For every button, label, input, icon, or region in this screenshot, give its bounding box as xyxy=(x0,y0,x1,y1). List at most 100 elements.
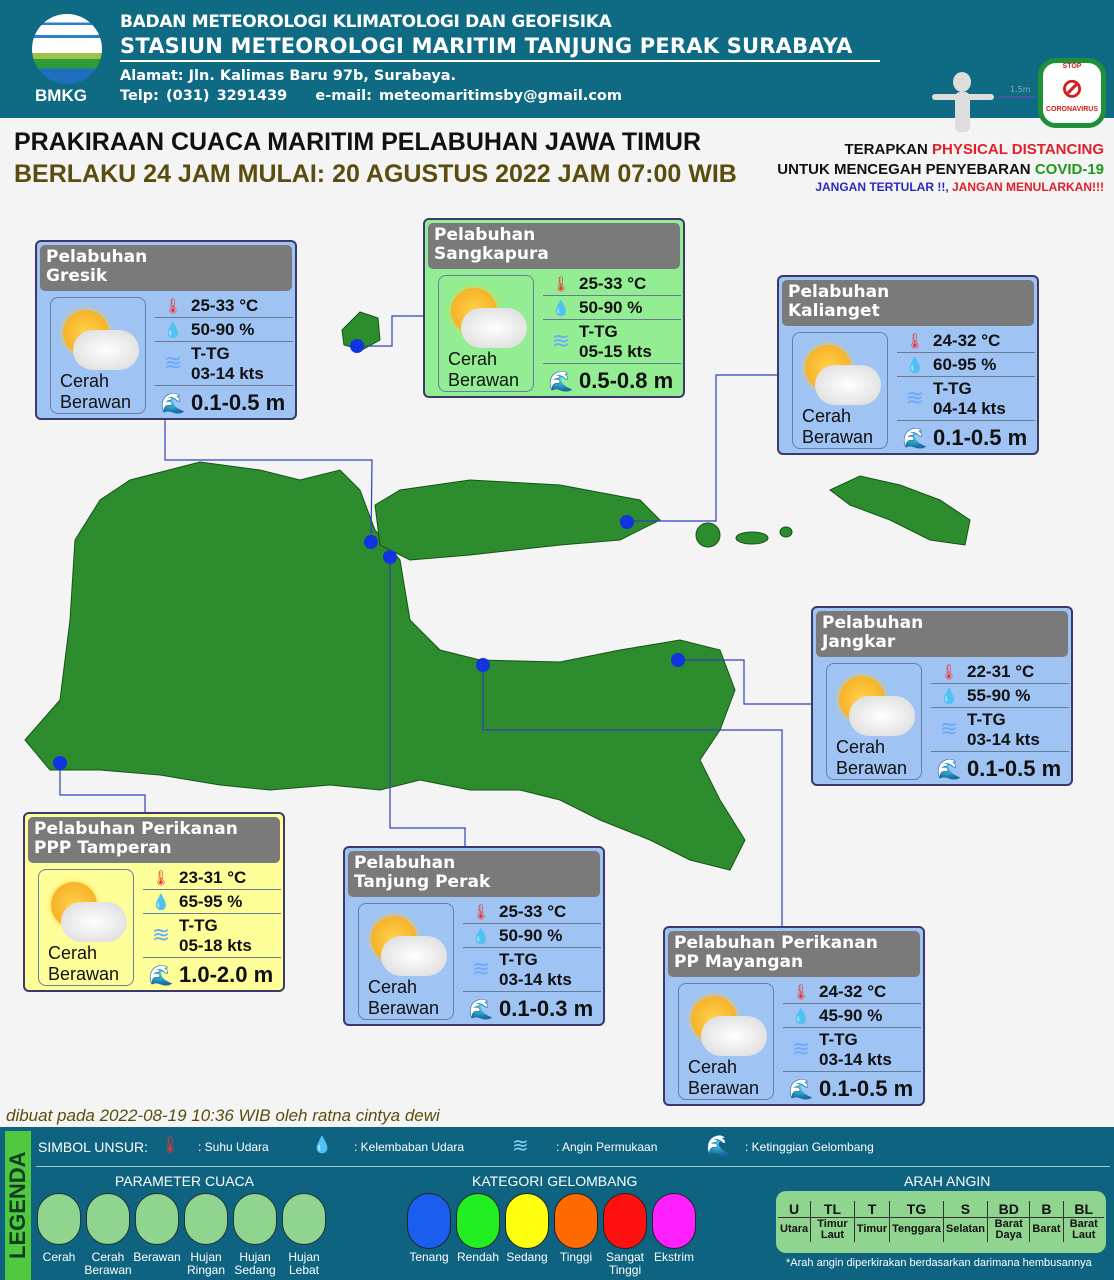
wind-name: Barat xyxy=(1029,1217,1064,1242)
wind-direction: T-TG xyxy=(499,949,538,969)
weather-icon-4 xyxy=(233,1193,277,1245)
wave-label: Sedang xyxy=(506,1250,548,1264)
weather-icon-0 xyxy=(37,1193,81,1245)
weather-label: Cerah xyxy=(42,1250,76,1264)
cloud-icon xyxy=(73,330,139,370)
wind-name: Barat Laut xyxy=(1062,1217,1104,1242)
port-marker xyxy=(671,653,685,667)
wind-direction: T-TG xyxy=(819,1029,858,1049)
divider xyxy=(36,1166,1110,1167)
port-name-1: Pelabuhan xyxy=(788,282,890,302)
humidity: 45-90 % xyxy=(819,1005,883,1025)
weather-box: Cerah Berawan xyxy=(438,275,534,392)
wind-code: S xyxy=(942,1201,988,1218)
wave-height: 0.5-0.8 m xyxy=(579,368,674,393)
humidity: 50-90 % xyxy=(579,297,643,317)
port-name-2: Jangkar xyxy=(822,632,896,652)
weather-label: Cerah Berawan xyxy=(368,977,439,1019)
wind-icon: ≋ xyxy=(791,1037,811,1062)
logo-text: BMKG xyxy=(35,86,87,105)
port-card[interactable]: Pelabuhan Perikanan PPP Tamperan Cerah Ber… xyxy=(23,812,285,992)
wind: T-TG 04-14 kts xyxy=(933,379,1006,419)
symbol-temp: : Suhu Udara xyxy=(198,1140,269,1154)
wave-height: 0.1-0.5 m xyxy=(933,425,1028,450)
thermometer-icon: 🌡 xyxy=(151,868,171,887)
wave-icon: 🌊 xyxy=(706,1135,731,1157)
covid-line-1: TERAPKAN PHYSICAL DISTANCING xyxy=(845,141,1104,158)
weather-box: Cerah Berawan xyxy=(826,663,922,780)
w2: Berawan xyxy=(60,392,132,412)
wave-label: Tenang xyxy=(409,1250,449,1264)
cloud-icon xyxy=(701,1016,767,1056)
temperature: 22-31 °C xyxy=(967,661,1035,681)
wave-category-swatch xyxy=(456,1193,500,1249)
port-name-1: Pelabuhan Perikanan xyxy=(34,819,238,839)
wind: T-TG 03-14 kts xyxy=(967,710,1040,750)
legend-title: LEGENDA xyxy=(5,1131,31,1280)
port-card[interactable]: Pelabuhan Kalianget Cerah Berawan 🌡 24-32 °… xyxy=(777,275,1039,455)
port-name-1: Pelabuhan xyxy=(354,853,456,873)
weather-label: Hujan Lebat xyxy=(288,1250,320,1277)
port-name: Pelabuhan Tanjung Perak xyxy=(348,851,600,897)
t: JANGAN TERTULAR !!, xyxy=(815,180,952,194)
wave-icon: 🌊 xyxy=(788,1077,814,1101)
wave-icon: 🌊 xyxy=(148,963,174,987)
port-card[interactable]: Pelabuhan Gresik Cerah Berawan 🌡 25-33 °C 💧… xyxy=(35,240,297,420)
thermometer-icon: 🌡 xyxy=(551,274,571,293)
page-title: PRAKIRAAN CUACA MARITIM PELABUHAN JAWA T… xyxy=(14,128,702,156)
humidity-icon: 💧 xyxy=(312,1137,332,1154)
thermometer-icon: 🌡 xyxy=(471,902,491,921)
port-name: Pelabuhan Jangkar xyxy=(816,611,1068,657)
port-name: Pelabuhan Kalianget xyxy=(782,280,1034,326)
covid-line-3: JANGAN TERTULAR !!, JANGAN MENULARKAN!!! xyxy=(815,180,1104,194)
w1: Cerah xyxy=(448,349,498,369)
created-by: dibuat pada 2022-08-19 10:36 WIB oleh ra… xyxy=(6,1106,440,1125)
wind-code: BD xyxy=(986,1201,1030,1218)
humidity-icon: 💧 xyxy=(905,355,925,374)
humidity-icon: 💧 xyxy=(791,1006,811,1025)
thermometer-icon: 🌡 xyxy=(905,331,925,350)
wind-direction-table: U TL T TG S BD B BL Utara Timur Laut Timur Tenggara… xyxy=(776,1191,1106,1253)
cloud-icon xyxy=(461,308,527,348)
wind-direction: T-TG xyxy=(933,378,972,398)
port-marker xyxy=(364,535,378,549)
t: PHYSICAL DISTANCING xyxy=(932,141,1104,158)
wind-name: Utara xyxy=(778,1217,811,1242)
port-card[interactable]: Pelabuhan Tanjung Perak Cerah Berawan 🌡 25-… xyxy=(343,846,605,1026)
wind-code: U xyxy=(789,1201,800,1217)
weather-label: Cerah Berawan xyxy=(48,943,119,985)
weather-label: Hujan Sedang xyxy=(234,1250,276,1277)
humidity-icon: 💧 xyxy=(163,320,183,339)
w1: Cerah xyxy=(688,1057,738,1077)
header-banner: BMKG BADAN METEOROLOGI KLIMATOLOGI DAN G… xyxy=(0,0,1114,118)
port-marker xyxy=(476,658,490,672)
port-card[interactable]: Pelabuhan Sangkapura Cerah Berawan 🌡 25-33 … xyxy=(423,218,685,398)
weather-title: PARAMETER CUACA xyxy=(115,1173,254,1189)
cloud-icon xyxy=(849,696,915,736)
distance-label: 1.5m xyxy=(1010,85,1031,94)
weather-label: Berawan xyxy=(133,1250,181,1264)
legend: LEGENDA SIMBOL UNSUR: 🌡 : Suhu Udara 💧 :… xyxy=(0,1127,1114,1280)
wind-name: Barat Daya xyxy=(986,1217,1030,1242)
wind-icon: ≋ xyxy=(163,351,183,376)
stop-coronavirus-badge: STOP ⊘ CORONAVIRUS xyxy=(1038,58,1106,128)
port-marker xyxy=(620,515,634,529)
wave-icon: 🌊 xyxy=(902,426,928,450)
weather-icon-3 xyxy=(184,1193,228,1245)
port-card[interactable]: Pelabuhan Perikanan PP Mayangan Cerah Bera… xyxy=(663,926,925,1106)
wave-category-swatch xyxy=(652,1193,696,1249)
covid-line-2: UNTUK MENCEGAH PENYEBARAN COVID-19 xyxy=(777,161,1104,178)
port-card[interactable]: Pelabuhan Jangkar Cerah Berawan 🌡 22-31 °C … xyxy=(811,606,1073,786)
temperature: 25-33 °C xyxy=(499,901,567,921)
weather-label: Cerah Berawan xyxy=(448,349,519,391)
badge-bottom: CORONAVIRUS xyxy=(1046,106,1098,113)
wave-label: Sangat Tinggi xyxy=(605,1250,645,1277)
wind-icon: ≋ xyxy=(151,923,171,948)
w2: Berawan xyxy=(688,1078,760,1098)
w2: Berawan xyxy=(802,427,874,447)
wind-name: Timur xyxy=(853,1217,890,1242)
temperature: 25-33 °C xyxy=(579,273,647,293)
wave-label: Tinggi xyxy=(559,1250,593,1264)
wave-icon: 🌊 xyxy=(468,997,494,1021)
bmkg-logo xyxy=(32,14,102,84)
